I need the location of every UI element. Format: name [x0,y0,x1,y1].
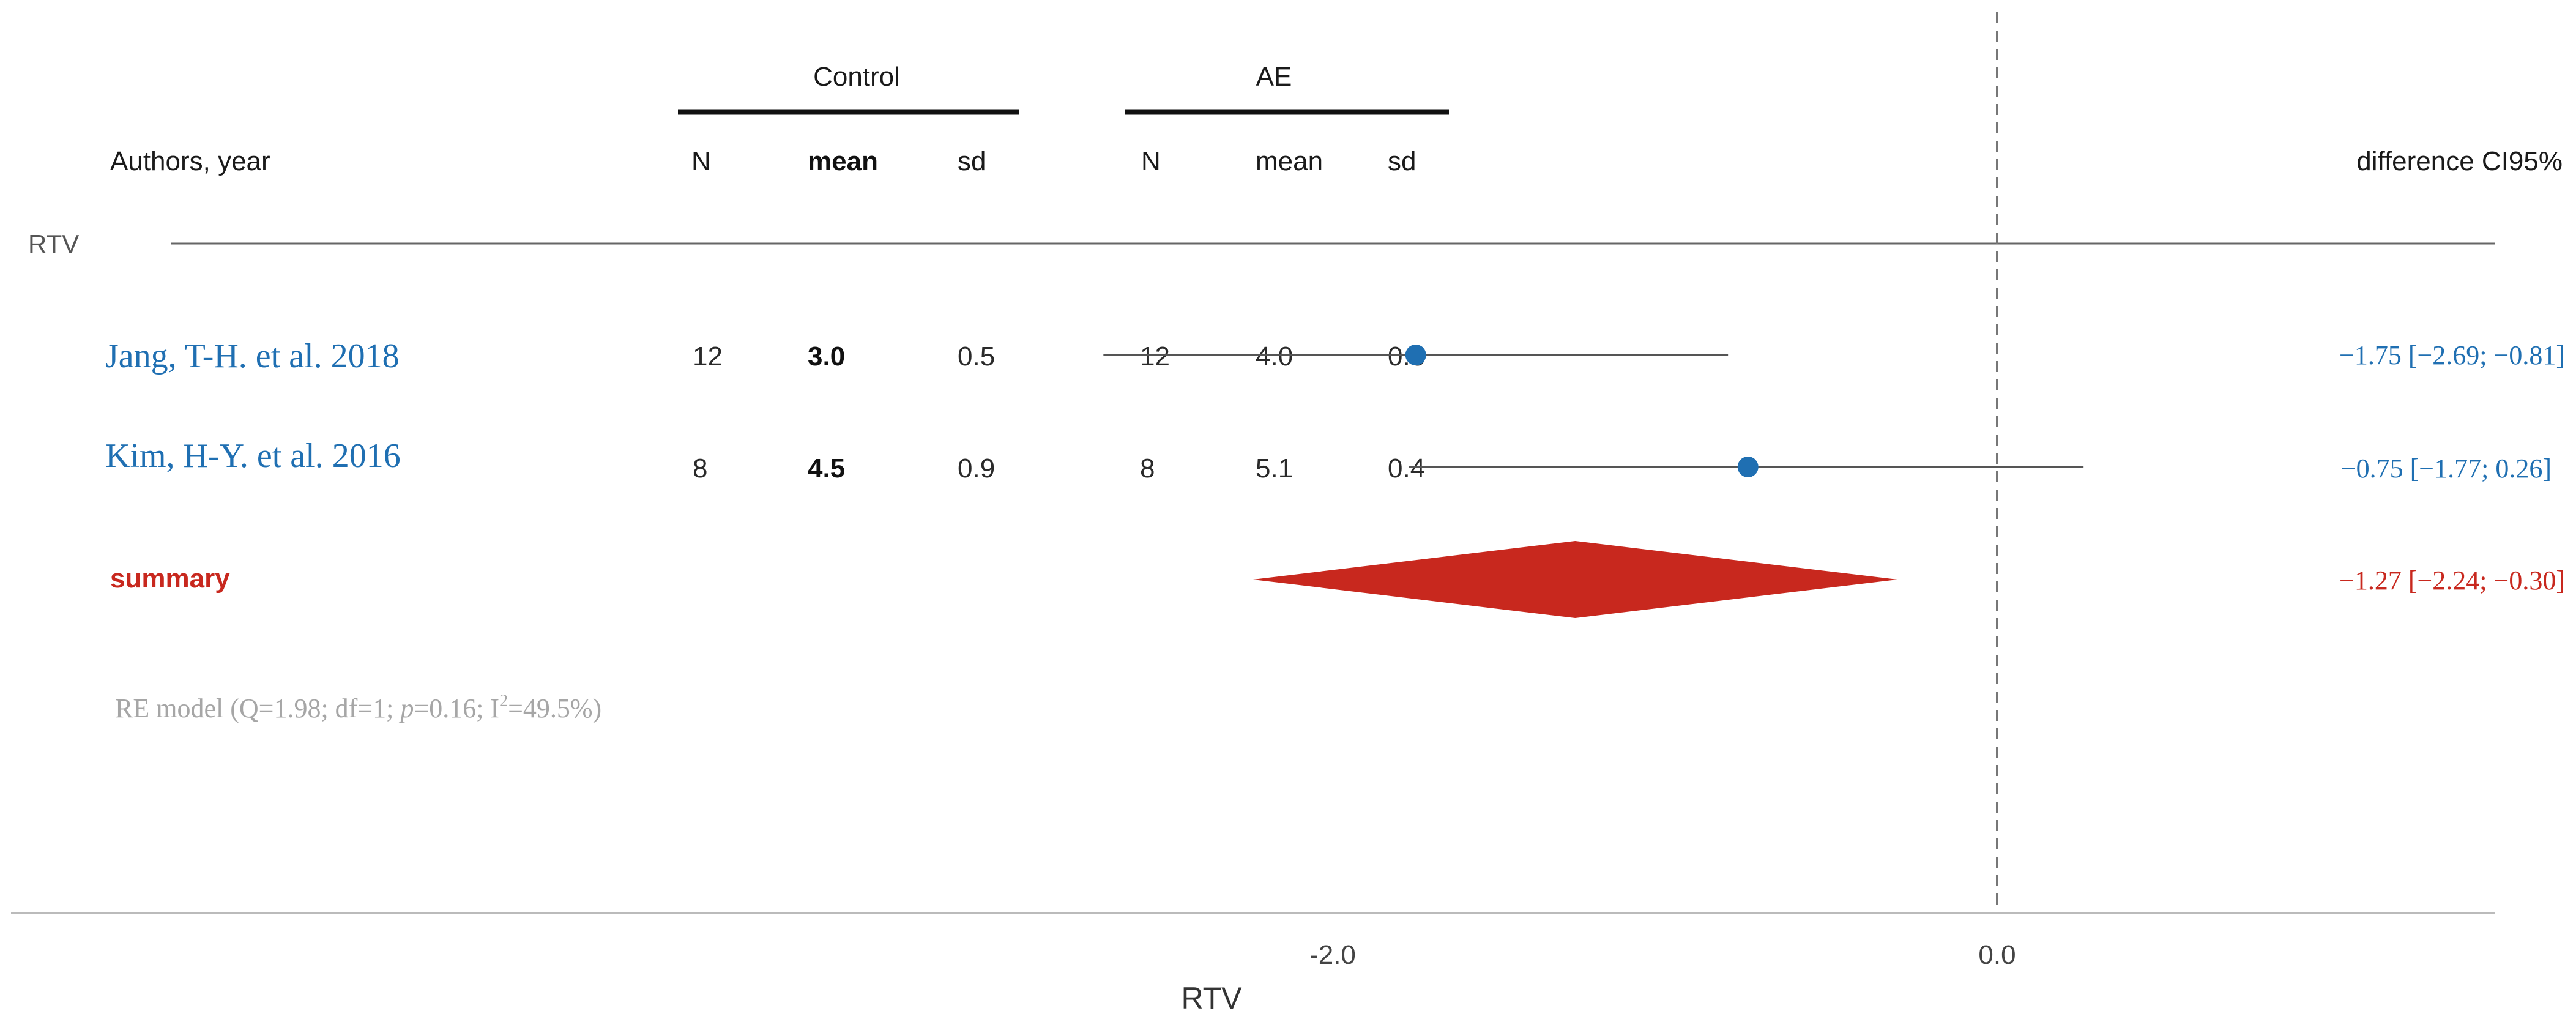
control-sd-value: 0.9 [958,453,995,483]
study-label: Jang, T-H. et al. 2018 [105,337,400,375]
study-ci-text: −1.75 [−2.69; −0.81] [2339,340,2565,370]
model-note-superscript: 2 [499,692,508,711]
effect-header: difference CI95% [2356,146,2563,176]
control-mean-value: 3.0 [808,341,845,371]
x-axis-title: RTV [1181,981,1242,1015]
control-n-value: 12 [693,341,723,371]
x-tick-label: 0.0 [1978,940,2016,970]
ae-n-value: 8 [1140,453,1155,483]
control-mean-value: 4.5 [808,453,845,483]
study-label: Kim, H-Y. et al. 2016 [105,437,401,475]
ae-mean-value: 4.0 [1256,341,1293,371]
model-note-middle: =0.16; I [414,693,499,723]
x-tick-label: -2.0 [1309,940,1356,970]
ae-mean-header: mean [1256,146,1323,176]
plot-marks [1103,12,2084,913]
study-point [1737,457,1759,477]
ae-n-value: 12 [1140,341,1170,371]
summary-ci-text: −1.27 [−2.24; −0.30] [2339,565,2565,595]
ae-group-header: AE [1256,62,1292,92]
study-point [1405,345,1426,365]
section-label: RTV [28,229,79,258]
summary-label: summary [110,564,230,594]
summary-diamond [1253,541,1898,618]
control-n-value: 8 [693,453,707,483]
ae-sd-header: sd [1388,146,1416,176]
model-note-suffix: =49.5%) [508,693,601,723]
control-n-header: N [691,146,711,176]
x-axis-ticks: -2.00.02.0 [1309,940,2016,970]
control-mean-header: mean [808,146,878,176]
ae-sd-value: 0.4 [1388,453,1425,483]
control-sd-header: sd [958,146,986,176]
ae-n-header: N [1141,146,1161,176]
model-note-p: p [398,693,414,723]
control-sd-value: 0.5 [958,341,995,371]
authors-header: Authors, year [110,146,270,176]
model-note: RE model (Q=1.98; df=1; p=0.16; I2=49.5%… [115,692,601,723]
study-ci-text: −0.75 [−1.77; 0.26] [2341,453,2552,483]
control-group-header: Control [813,62,900,92]
ae-mean-value: 5.1 [1256,453,1293,483]
model-note-prefix: RE model (Q=1.98; df=1; [115,693,400,723]
